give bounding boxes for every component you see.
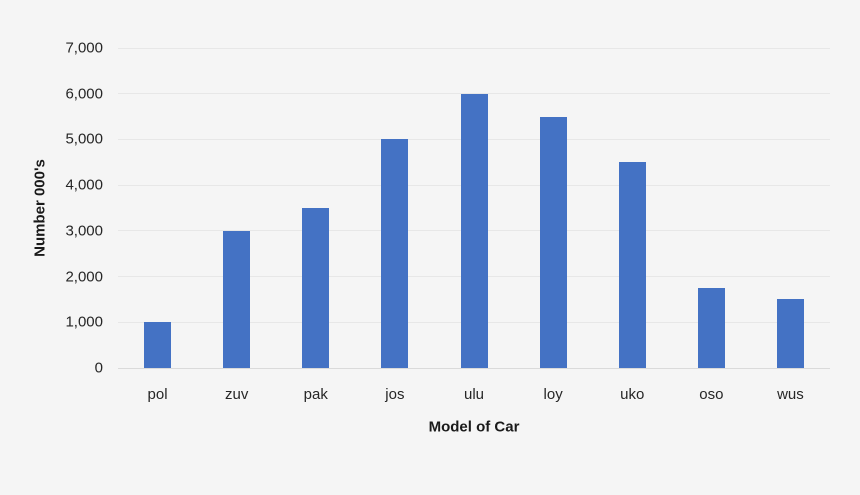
x-tick-label-zuv: zuv (224, 386, 249, 403)
bar-jos (381, 139, 409, 368)
bar-loy (539, 116, 567, 368)
x-tick-label-pak: pak (303, 386, 328, 403)
y-tick-label-2,000: 2,000 (65, 268, 103, 286)
bar-zuv (223, 230, 251, 368)
bar-wus (776, 299, 804, 368)
y-tick-label-7,000: 7,000 (65, 39, 103, 57)
y-axis-title: Number 000's (31, 159, 49, 257)
y-tick-label-6,000: 6,000 (65, 85, 103, 103)
x-tick-label-wus: wus (777, 386, 804, 403)
gridline-7,000 (118, 47, 830, 49)
x-axis-line (118, 367, 830, 369)
x-axis-title: Model of Car (428, 418, 520, 436)
bar-ulu (460, 93, 488, 368)
x-tick-label-jos: jos (385, 386, 405, 403)
plot-area: 0 1,000 2,000 3,000 4,000 5,000 6,000 7,000 pol z… (65, 41, 830, 402)
y-tick-label-4,000: 4,000 (65, 176, 103, 194)
x-tick-label-uko: uko (620, 386, 645, 403)
x-tick-label-loy: loy (543, 386, 563, 403)
y-tick-label-3,000: 3,000 (65, 222, 103, 240)
x-tick-label-oso: oso (699, 386, 724, 403)
y-tick-label-5,000: 5,000 (65, 130, 103, 148)
y-tick-label-1,000: 1,000 (65, 313, 103, 331)
bar-oso (697, 288, 725, 368)
x-tick-label-pol: pol (147, 386, 168, 403)
bar-pol (144, 322, 172, 368)
x-tick-label-ulu: ulu (463, 386, 485, 403)
bar-uko (618, 162, 646, 368)
bar-pak (302, 208, 330, 368)
y-tick-label-0: 0 (94, 359, 103, 377)
